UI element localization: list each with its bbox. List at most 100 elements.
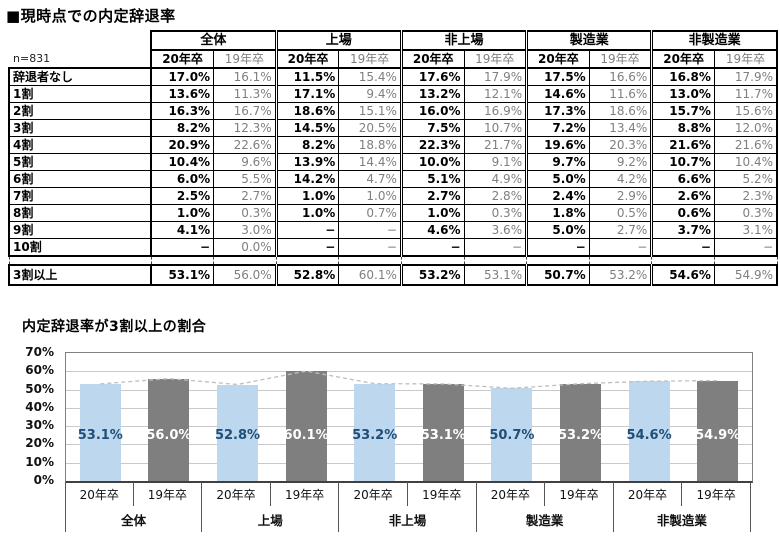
table-cell: 15.6% [713,102,779,120]
bar-value-label: 53.2% [352,428,398,443]
table-cell: 16.0% [399,102,465,120]
table-cell: 16.1% [213,67,277,86]
table-cell: 12.3% [213,119,277,137]
bar-value-label: 52.8% [214,428,261,443]
table-cell: 4.2% [588,170,653,188]
table-cell: − [650,238,715,257]
table-cell: 53.2% [399,264,465,286]
table-row: 3割 8.2% 12.3% 14.5% 20.5% 7.5% 10.7% 7.2% 13.4% 8… [8,119,779,137]
col-header-20: 20年卒 [525,49,590,69]
row-label: 5割 [8,153,152,171]
table-cell: 14.5% [274,119,340,137]
x-column-label: 20年卒 [65,482,134,506]
row-label: 10割 [8,238,152,257]
rates-table-body: 辞退者なし 17.0% 16.1% 11.5% 15.4% 17.6% 17.9% 17.5%… [8,67,779,286]
connector-dashed-line [100,370,718,389]
row-label: 辞退者なし [8,67,152,86]
separator-cell [150,256,215,265]
table-cell: − [713,238,779,257]
table-cell: 11.5% [274,67,340,86]
y-tick-label: 70% [25,345,54,359]
table-cell: 21.6% [713,136,779,154]
bar-value-label: 53.1% [420,428,466,443]
gridline [66,462,752,464]
table-cell: − [588,238,653,257]
x-column-label: 19年卒 [271,482,340,506]
table-cell: 2.9% [588,187,653,205]
chart-bar-20 [491,388,533,481]
table-cell: 54.9% [713,264,779,286]
table-cell: 4.7% [338,170,402,188]
table-cell: 9.4% [338,85,402,103]
separator-cell [400,256,465,265]
table-cell: 7.5% [399,119,465,137]
table-cell: 60.1% [338,264,402,286]
table-cell: 18.6% [274,102,340,120]
table-subheader-row: n=831 20年卒 19年卒 20年卒 19年卒 20年卒 19年卒 20年卒… [9,49,779,69]
y-tick-label: 50% [25,381,54,396]
table-cell: 13.4% [588,119,653,137]
table-cell: 5.1% [399,170,465,188]
table-cell: 14.2% [274,170,340,188]
y-tick-label: 60% [25,363,54,378]
row-label: 3割以上 [8,264,152,286]
group-header-seizou: 製造業 [525,30,653,51]
table-cell: 0.6% [650,204,715,222]
table-cell: 21.6% [650,136,715,154]
col-header-19: 19年卒 [713,49,779,69]
col-header-19: 19年卒 [338,49,402,69]
table-cell: 0.0% [213,238,277,257]
table-cell: 3.0% [213,221,277,239]
gridline [66,389,752,391]
row-label: 3割 [8,119,152,137]
table-cell: 8.2% [274,136,340,154]
row-label: 8割 [8,204,152,222]
table-wrap: 全体 上場 非上場 製造業 非製造業 n=831 20年卒 19年卒 20年卒 … [8,30,779,286]
table-group-header-row: 全体 上場 非上場 製造業 非製造業 [9,30,779,51]
separator-cell [463,256,528,265]
table-cell: 2.6% [650,187,715,205]
table-cell: 16.8% [650,67,715,86]
table-cell: 22.6% [213,136,277,154]
table-cell: 20.9% [150,136,215,154]
y-axis-labels: 0% 10% 20% 30% 40% 50% 60% 70% [10,345,60,487]
table-row: 4割 20.9% 22.6% 8.2% 18.8% 22.3% 21.7% 19.6% 20.3… [8,136,779,154]
table-cell: 16.9% [463,102,528,120]
table-cell: 5.5% [213,170,277,188]
y-tick-label: 0% [33,473,54,487]
table-cell: 2.7% [399,187,465,205]
table-row: 10割 −0.0% − − − − − − − − [8,238,779,257]
x-column-label: 19年卒 [682,482,751,506]
table-cell: 0.3% [713,204,779,222]
table-cell: 17.3% [525,102,590,120]
row-label: 4割 [8,136,152,154]
table-cell: 1.0% [150,204,215,222]
x-group-label: 製造業 [477,506,614,532]
chart-plot-area: 53.1% 56.0% 52.8% 60.1% 53.2% 53.1% 50.7% 53.2%… [65,352,753,483]
separator-cell [713,256,778,265]
table-cell: 11.3% [213,85,277,103]
table-cell: 2.4% [525,187,590,205]
gridline [66,371,752,373]
table-cell: 4.6% [399,221,465,239]
group-header-zentai: 全体 [149,30,278,51]
separator-cell [8,256,152,265]
table-cell: 1.8% [525,204,590,222]
separator-cell [651,256,715,265]
table-cell: − [150,238,215,257]
table-cell: 12.1% [463,85,528,103]
bar-value-label: 53.2% [557,428,604,443]
separator-cell [213,256,277,265]
table-cell: 52.8% [274,264,340,286]
table-cell: 13.9% [274,153,340,171]
col-header-20: 20年卒 [274,49,340,69]
table-row: 9割 4.1% 3.0% − −4.6% 3.6% 5.0% 2.7% 3.7% 3.1% [8,221,779,239]
x-column-label: 20年卒 [339,482,408,506]
table-cell: 10.4% [150,153,215,171]
table-cell: − [338,238,402,257]
table-cell: 17.9% [463,67,528,86]
chart-bar-20 [354,383,396,481]
x-column-label: 20年卒 [477,482,546,506]
chart-title: 内定辞退率が3割以上の割合 [22,319,207,335]
